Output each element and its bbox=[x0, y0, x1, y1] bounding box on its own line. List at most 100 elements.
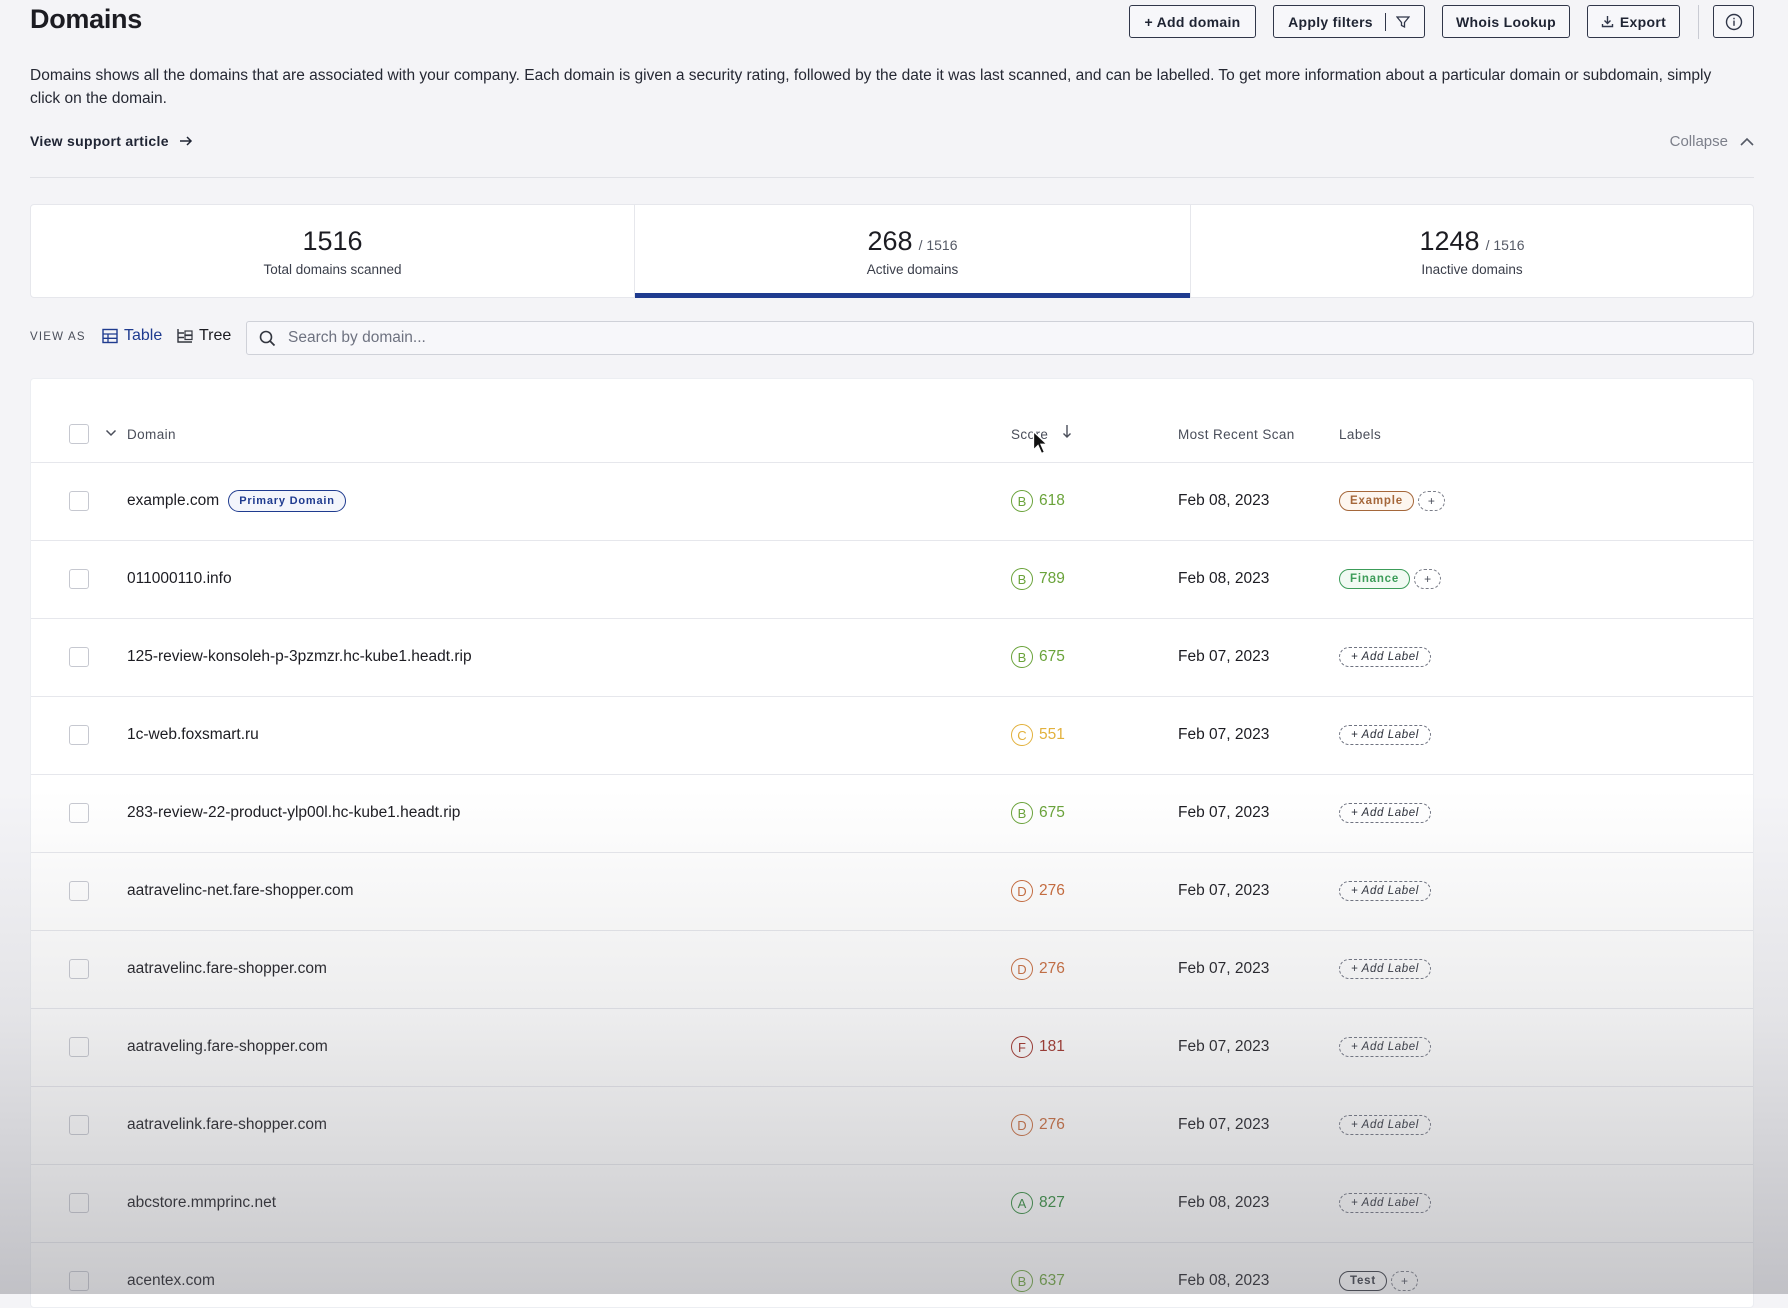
table-row[interactable]: aatravelinc.fare-shopper.com D 276 Feb 07, … bbox=[31, 930, 1753, 1009]
add-label-button[interactable]: + Add Label bbox=[1339, 1193, 1431, 1213]
sort-descending-icon[interactable] bbox=[1062, 424, 1072, 439]
collapse-toggle[interactable]: Collapse bbox=[1670, 133, 1754, 150]
row-checkbox[interactable] bbox=[69, 725, 89, 745]
total-domains-label: Total domains scanned bbox=[263, 261, 402, 277]
inactive-domains-value: 1248 bbox=[1419, 225, 1480, 256]
view-tree-tab[interactable]: Tree bbox=[176, 327, 231, 345]
labels-cell: Test + bbox=[1339, 1242, 1419, 1307]
row-checkbox[interactable] bbox=[69, 647, 89, 667]
search-box[interactable] bbox=[246, 321, 1754, 355]
domain-link[interactable]: aatravelinc-net.fare-shopper.com bbox=[127, 852, 354, 930]
add-label-button[interactable]: + Add Label bbox=[1339, 803, 1431, 823]
domain-link[interactable]: abcstore.mmprinc.net bbox=[127, 1164, 276, 1242]
view-table-label: Table bbox=[124, 327, 163, 344]
domain-link[interactable]: aatravelinc.fare-shopper.com bbox=[127, 930, 327, 1008]
apply-filters-label: Apply filters bbox=[1288, 13, 1373, 30]
inactive-domains-total: / 1516 bbox=[1485, 236, 1525, 253]
score-value: 181 bbox=[1039, 1038, 1065, 1055]
row-checkbox[interactable] bbox=[69, 1271, 89, 1291]
collapse-label: Collapse bbox=[1669, 133, 1728, 150]
row-checkbox[interactable] bbox=[69, 1115, 89, 1135]
section-divider bbox=[30, 177, 1754, 178]
scan-date: Feb 07, 2023 bbox=[1178, 648, 1270, 665]
row-checkbox[interactable] bbox=[69, 803, 89, 823]
table-row[interactable]: abcstore.mmprinc.net A 827 Feb 08, 2023 + Ad… bbox=[31, 1164, 1753, 1243]
scan-date: Feb 07, 2023 bbox=[1178, 1038, 1270, 1055]
table-row[interactable]: aatraveling.fare-shopper.com F 181 Feb 07, … bbox=[31, 1008, 1753, 1087]
label-tag[interactable]: Test bbox=[1339, 1271, 1387, 1291]
domain-name: aatravelinc-net.fare-shopper.com bbox=[127, 882, 354, 899]
domain-link[interactable]: aatraveling.fare-shopper.com bbox=[127, 1008, 328, 1086]
table-row[interactable]: 011000110.info B 789 Feb 08, 2023 Finance + bbox=[31, 540, 1753, 619]
download-icon bbox=[1601, 16, 1614, 28]
active-domains-label: Active domains bbox=[866, 261, 959, 277]
label-tag[interactable]: Finance bbox=[1339, 569, 1411, 589]
table-row[interactable]: aatravelinc-net.fare-shopper.com D 276 Feb … bbox=[31, 852, 1753, 931]
add-label-plus-button[interactable]: + bbox=[1391, 1271, 1419, 1291]
score-value: 675 bbox=[1039, 804, 1065, 821]
add-label-plus-button[interactable]: + bbox=[1417, 491, 1445, 511]
grade-badge: B bbox=[1011, 490, 1033, 512]
row-checkbox[interactable] bbox=[69, 881, 89, 901]
table-row[interactable]: example.com Primary Domain B 618 Feb 08, 202… bbox=[31, 462, 1753, 541]
labels-cell: + Add Label bbox=[1339, 618, 1431, 696]
row-checkbox[interactable] bbox=[69, 491, 89, 511]
column-header-most-recent-scan[interactable]: Most Recent Scan bbox=[1178, 427, 1295, 442]
add-label-button[interactable]: + Add Label bbox=[1339, 1037, 1431, 1057]
filter-icon bbox=[1395, 15, 1410, 28]
table-row[interactable]: 283-review-22-product-ylp00l.hc-kube1.he… bbox=[31, 774, 1753, 853]
column-header-domain[interactable]: Domain bbox=[127, 427, 176, 442]
page-title: Domains bbox=[30, 4, 142, 34]
header-divider bbox=[1698, 5, 1699, 39]
view-table-tab[interactable]: Table bbox=[102, 327, 162, 345]
add-label-button[interactable]: + Add Label bbox=[1339, 959, 1431, 979]
label-tag[interactable]: Example bbox=[1339, 491, 1414, 511]
domain-link[interactable]: example.com Primary Domain bbox=[127, 462, 346, 540]
whois-lookup-button[interactable]: Whois Lookup bbox=[1442, 5, 1570, 38]
column-header-labels[interactable]: Labels bbox=[1339, 427, 1382, 442]
apply-filters-button[interactable]: Apply filters bbox=[1273, 5, 1425, 38]
score-value: 551 bbox=[1039, 726, 1065, 743]
row-checkbox[interactable] bbox=[69, 569, 89, 589]
domain-name: aatraveling.fare-shopper.com bbox=[127, 1038, 328, 1055]
domain-link[interactable]: acentex.com bbox=[127, 1242, 215, 1307]
row-checkbox[interactable] bbox=[69, 1037, 89, 1057]
table-row[interactable]: acentex.com B 637 Feb 08, 2023 Test + bbox=[31, 1242, 1753, 1307]
mouse-cursor-icon bbox=[1032, 430, 1049, 455]
add-label-button[interactable]: + Add Label bbox=[1339, 881, 1431, 901]
view-support-article-link[interactable]: View support article bbox=[30, 133, 193, 149]
add-label-plus-button[interactable]: + bbox=[1414, 569, 1442, 589]
domain-link[interactable]: 125-review-konsoleh-p-3pzmzr.hc-kube1.he… bbox=[127, 618, 472, 696]
search-input[interactable] bbox=[286, 328, 1690, 348]
add-label-button[interactable]: + Add Label bbox=[1339, 725, 1431, 745]
stat-active-domains[interactable]: 268 / 1516 Active domains bbox=[634, 205, 1190, 298]
select-all-checkbox[interactable] bbox=[69, 424, 89, 444]
domain-link[interactable]: 1c-web.foxsmart.ru bbox=[127, 696, 259, 774]
domain-link[interactable]: 283-review-22-product-ylp00l.hc-kube1.he… bbox=[127, 774, 460, 852]
grade-badge: D bbox=[1011, 880, 1033, 902]
domains-table: Domain Score Most Recent Scan Labels exa… bbox=[30, 378, 1754, 1308]
row-checkbox[interactable] bbox=[69, 1193, 89, 1213]
score-cell: A 827 bbox=[1011, 1164, 1065, 1242]
stat-inactive-domains[interactable]: 1248 / 1516 Inactive domains bbox=[1190, 205, 1753, 297]
table-row[interactable]: 125-review-konsoleh-p-3pzmzr.hc-kube1.he… bbox=[31, 618, 1753, 697]
score-cell: D 276 bbox=[1011, 1086, 1065, 1164]
grade-badge: A bbox=[1011, 1192, 1033, 1214]
labels-cell: + Add Label bbox=[1339, 1008, 1431, 1086]
add-domain-button[interactable]: + Add domain bbox=[1129, 5, 1256, 38]
chevron-down-icon[interactable] bbox=[105, 429, 117, 437]
table-icon bbox=[102, 328, 118, 344]
info-button[interactable] bbox=[1713, 5, 1754, 38]
table-row[interactable]: aatravelink.fare-shopper.com D 276 Feb 07, … bbox=[31, 1086, 1753, 1165]
export-button[interactable]: Export bbox=[1587, 5, 1680, 38]
labels-cell: + Add Label bbox=[1339, 930, 1431, 1008]
stat-total-domains[interactable]: 1516 Total domains scanned bbox=[31, 205, 634, 297]
domain-link[interactable]: 011000110.info bbox=[127, 540, 232, 618]
add-label-button[interactable]: + Add Label bbox=[1339, 647, 1431, 667]
domain-link[interactable]: aatravelink.fare-shopper.com bbox=[127, 1086, 327, 1164]
table-row[interactable]: 1c-web.foxsmart.ru C 551 Feb 07, 2023 + Add … bbox=[31, 696, 1753, 775]
score-cell: D 276 bbox=[1011, 930, 1065, 1008]
row-checkbox[interactable] bbox=[69, 959, 89, 979]
labels-cell: + Add Label bbox=[1339, 1164, 1431, 1242]
add-label-button[interactable]: + Add Label bbox=[1339, 1115, 1431, 1135]
